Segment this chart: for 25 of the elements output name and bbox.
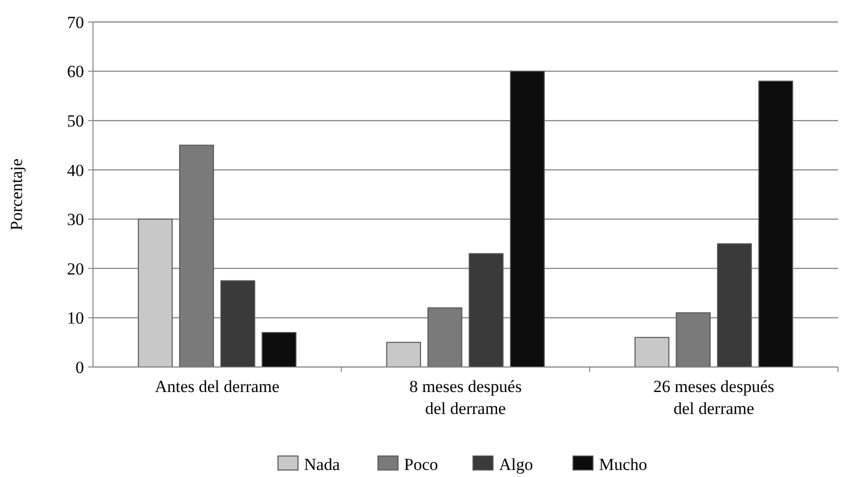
y-tick-label: 40 [67,160,84,180]
bar [510,70,545,368]
bar [262,332,296,368]
bar [717,243,752,368]
legend-label: Mucho [599,455,648,474]
y-tick-label: 10 [67,308,84,328]
y-tick-label: 30 [67,210,84,230]
y-tick-label: 70 [67,12,84,32]
y-axis-title: Porcentaje [7,158,26,230]
y-tick-label: 60 [67,62,84,82]
x-tick-label: Antes del derrame [154,377,280,396]
y-tick-label: 50 [67,112,84,131]
y-tick-label: 20 [67,259,84,278]
bar [220,280,256,368]
legend-label: Poco [404,455,438,474]
bar [758,80,794,368]
x-tick-label: 8 meses después del derrame [409,377,522,418]
x-tick-label: 26 meses después del derrame [653,377,774,418]
bar [386,342,422,368]
bar [634,336,670,368]
y-tick-label: 0 [76,358,84,377]
legend-label: Algo [499,455,533,474]
bar [138,218,173,368]
legend-label: Nada [304,455,340,474]
bar [468,253,504,368]
